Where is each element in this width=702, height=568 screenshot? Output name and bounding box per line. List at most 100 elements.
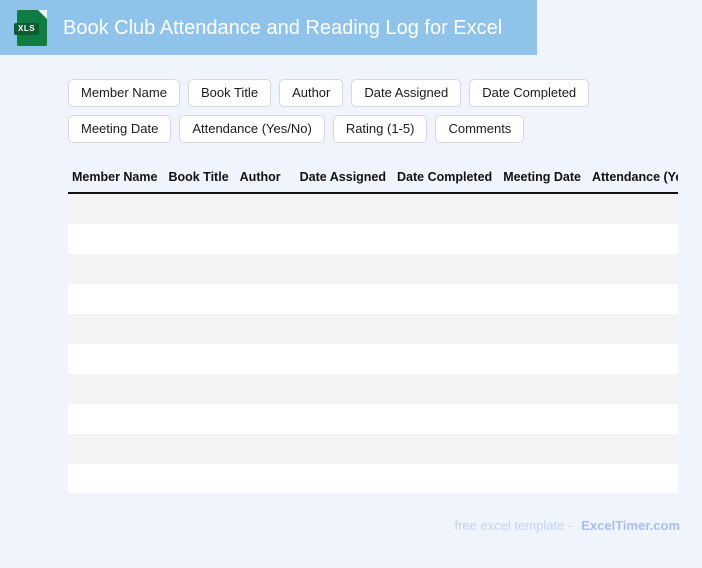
table-row [68, 254, 678, 284]
table-cell[interactable] [589, 284, 678, 314]
table-cell[interactable] [297, 344, 396, 374]
table-cell[interactable] [501, 374, 590, 404]
chip-book-title[interactable]: Book Title [187, 79, 272, 107]
table-cell[interactable] [237, 434, 298, 464]
table-cell[interactable] [589, 344, 678, 374]
table-cell[interactable] [501, 254, 590, 284]
table-cell[interactable] [237, 464, 298, 493]
table-cell[interactable] [589, 193, 678, 224]
table-cell[interactable] [297, 434, 396, 464]
table-cell[interactable] [395, 193, 502, 224]
template-table-viewport: Member Name Book Title Author Date Assigned… [68, 163, 678, 493]
table-row [68, 464, 678, 493]
table-cell[interactable] [166, 434, 238, 464]
table-cell[interactable] [501, 404, 590, 434]
table-cell[interactable] [297, 374, 396, 404]
table-row [68, 193, 678, 224]
table-cell[interactable] [68, 284, 167, 314]
table-cell[interactable] [237, 284, 298, 314]
footer-note: free excel template - [454, 518, 573, 533]
table-cell[interactable] [68, 374, 167, 404]
table-cell[interactable] [589, 464, 678, 493]
table-cell[interactable] [166, 344, 238, 374]
table-cell[interactable] [297, 254, 396, 284]
table-cell[interactable] [589, 314, 678, 344]
table-column-header: Date Assigned [297, 163, 396, 194]
chip-rating[interactable]: Rating (1-5) [332, 115, 428, 143]
table-cell[interactable] [237, 193, 298, 224]
table-cell[interactable] [68, 193, 167, 224]
table-cell[interactable] [395, 314, 502, 344]
chip-attendance[interactable]: Attendance (Yes/No) [179, 115, 325, 143]
table-cell[interactable] [395, 254, 502, 284]
table-row [68, 374, 678, 404]
table-cell[interactable] [501, 314, 590, 344]
table-cell[interactable] [395, 464, 502, 493]
table-row [68, 344, 678, 374]
table-cell[interactable] [297, 193, 396, 224]
table-cell[interactable] [501, 193, 590, 224]
table-cell[interactable] [166, 374, 238, 404]
table-cell[interactable] [166, 314, 238, 344]
table-cell[interactable] [237, 344, 298, 374]
table-cell[interactable] [166, 284, 238, 314]
table-column-header: Date Completed [395, 163, 502, 194]
table-cell[interactable] [237, 254, 298, 284]
table-cell[interactable] [501, 284, 590, 314]
table-cell[interactable] [395, 224, 502, 254]
table-cell[interactable] [501, 344, 590, 374]
table-cell[interactable] [589, 254, 678, 284]
chip-author[interactable]: Author [279, 79, 344, 107]
table-cell[interactable] [395, 344, 502, 374]
table-cell[interactable] [166, 404, 238, 434]
table-cell[interactable] [166, 224, 238, 254]
header-banner: XLS Book Club Attendance and Reading Log… [0, 0, 537, 55]
xls-icon-label: XLS [14, 22, 40, 35]
table-cell[interactable] [589, 404, 678, 434]
table-cell[interactable] [395, 284, 502, 314]
table-column-header: Book Title [166, 163, 238, 194]
table-head: Member Name Book Title Author Date Assigned… [68, 163, 678, 194]
table-cell[interactable] [297, 464, 396, 493]
footer-brand-link[interactable]: ExcelTimer.com [581, 518, 680, 533]
table-cell[interactable] [501, 464, 590, 493]
table-cell[interactable] [68, 434, 167, 464]
table-cell[interactable] [589, 224, 678, 254]
table-cell[interactable] [68, 314, 167, 344]
table-cell[interactable] [297, 284, 396, 314]
chip-date-assigned[interactable]: Date Assigned [351, 79, 462, 107]
table-cell[interactable] [68, 254, 167, 284]
page-title: Book Club Attendance and Reading Log for… [63, 16, 503, 39]
table-cell[interactable] [297, 404, 396, 434]
table-cell[interactable] [237, 314, 298, 344]
table-cell[interactable] [297, 224, 396, 254]
table-cell[interactable] [589, 434, 678, 464]
table-cell[interactable] [237, 224, 298, 254]
chip-member-name[interactable]: Member Name [68, 79, 180, 107]
table-column-header: Member Name [68, 163, 167, 194]
table-cell[interactable] [395, 404, 502, 434]
table-cell[interactable] [395, 434, 502, 464]
table-cell[interactable] [589, 374, 678, 404]
chip-meeting-date[interactable]: Meeting Date [68, 115, 172, 143]
table-cell[interactable] [237, 404, 298, 434]
table-header-row: Member Name Book Title Author Date Assigned… [68, 163, 678, 194]
table-cell[interactable] [297, 314, 396, 344]
table-cell[interactable] [68, 224, 167, 254]
table-row [68, 404, 678, 434]
chip-comments[interactable]: Comments [435, 115, 525, 143]
table-cell[interactable] [395, 374, 502, 404]
table-cell[interactable] [166, 193, 238, 224]
xls-file-icon: XLS [14, 9, 47, 46]
table-cell[interactable] [68, 464, 167, 493]
table-cell[interactable] [237, 374, 298, 404]
table-cell[interactable] [501, 224, 590, 254]
xls-icon-fold [38, 9, 47, 19]
template-table: Member Name Book Title Author Date Assigned… [68, 163, 678, 493]
table-cell[interactable] [68, 404, 167, 434]
table-cell[interactable] [166, 464, 238, 493]
chip-date-completed[interactable]: Date Completed [469, 79, 590, 107]
table-cell[interactable] [166, 254, 238, 284]
table-cell[interactable] [68, 344, 167, 374]
table-cell[interactable] [501, 434, 590, 464]
